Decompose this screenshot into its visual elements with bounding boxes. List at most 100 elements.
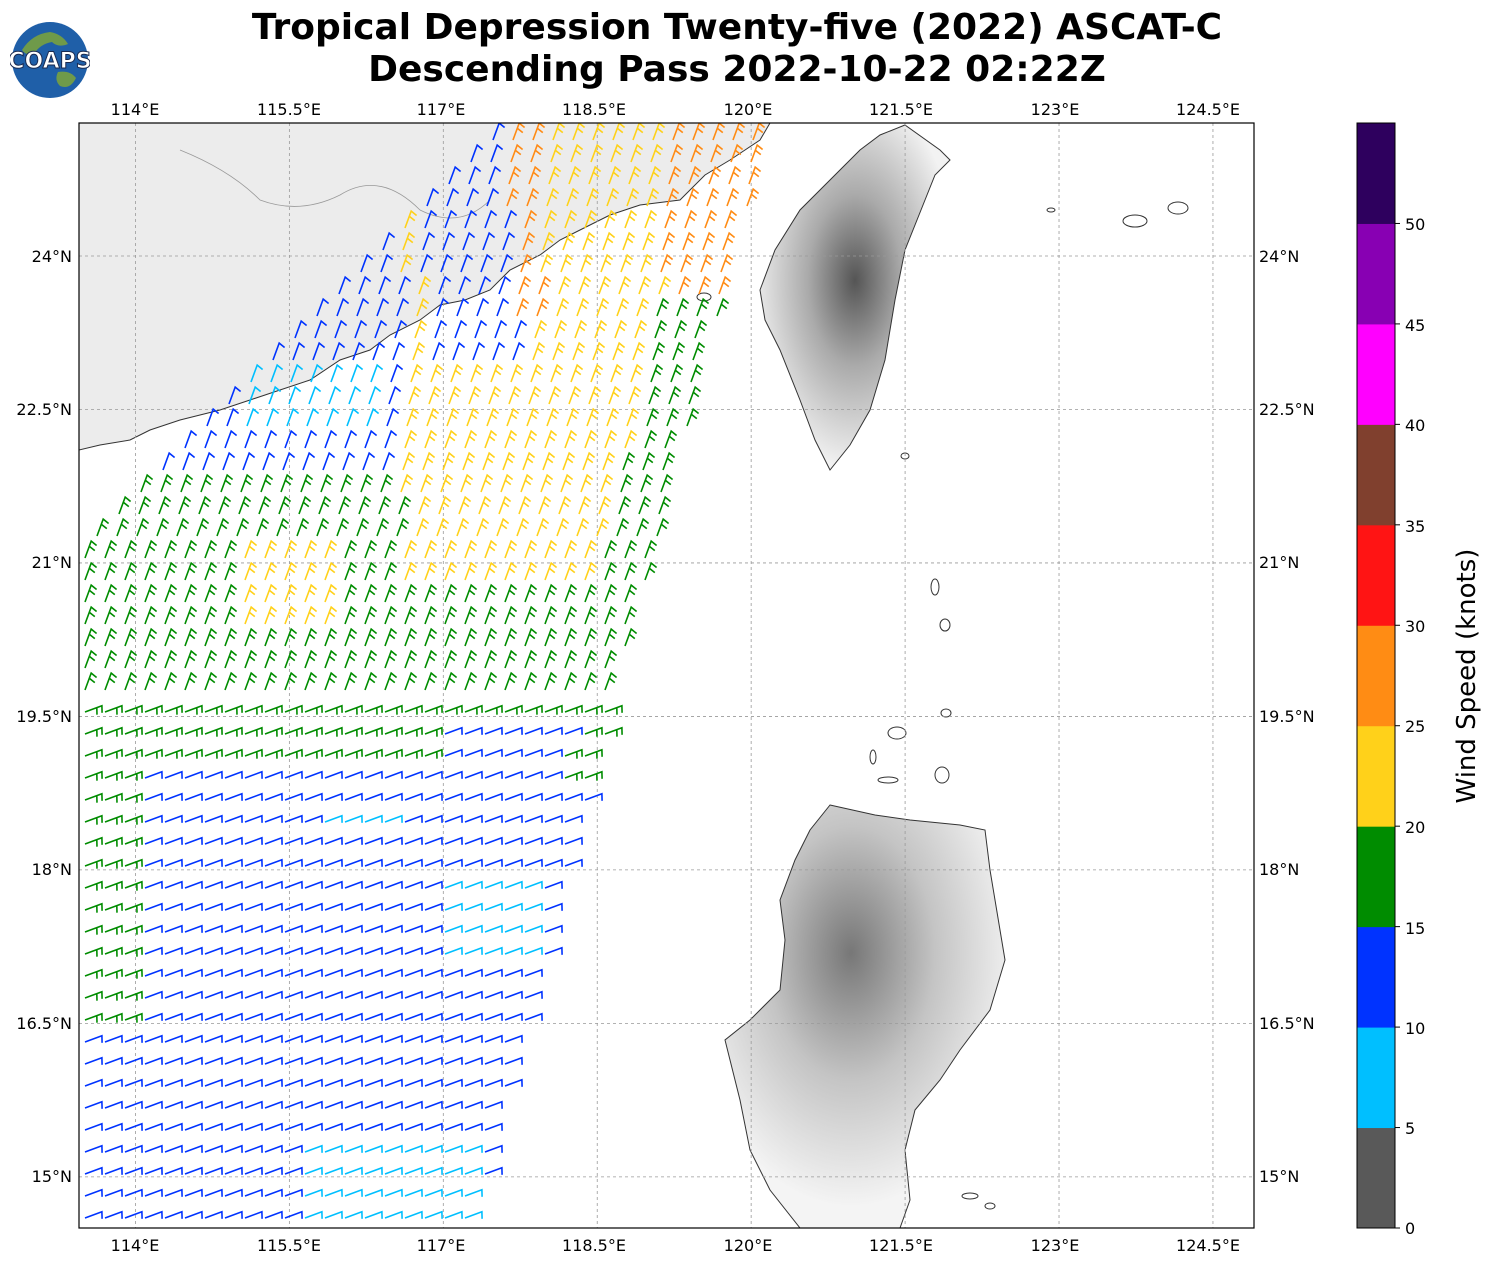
wind-barb xyxy=(584,770,603,781)
wind-barb xyxy=(392,341,406,361)
wind-barb xyxy=(612,341,626,361)
wind-barb xyxy=(264,605,278,625)
wind-barb xyxy=(284,1034,303,1043)
wind-barb xyxy=(404,748,423,759)
wind-barb xyxy=(444,1166,463,1175)
wind-barb xyxy=(474,319,488,339)
wind-barb xyxy=(404,770,423,779)
wind-barb xyxy=(144,1166,163,1175)
wind-barb xyxy=(104,946,123,957)
wind-barb xyxy=(504,990,523,999)
wind-barb xyxy=(658,495,672,515)
wind-barb xyxy=(520,253,534,273)
wind-barb xyxy=(634,319,648,339)
wind-barb xyxy=(244,726,263,737)
wind-barb xyxy=(488,385,502,405)
wind-barb xyxy=(464,1078,483,1087)
lat-label: 15°N xyxy=(1259,1167,1299,1186)
wind-barb xyxy=(750,143,764,163)
wind-barb xyxy=(544,858,563,867)
wind-barb xyxy=(424,671,438,691)
wind-barb xyxy=(550,363,564,383)
wind-barb xyxy=(464,902,483,911)
wind-barb xyxy=(104,814,123,825)
wind-barb xyxy=(124,1188,143,1197)
wind-barb xyxy=(484,583,498,603)
wind-barb xyxy=(464,880,483,889)
wind-barb xyxy=(164,1210,183,1219)
wind-barb xyxy=(324,924,343,933)
wind-barb xyxy=(484,539,498,559)
colorbar-tick-label: 25 xyxy=(1405,717,1425,736)
wind-barb xyxy=(344,770,363,779)
wind-barb xyxy=(124,649,138,669)
wind-barb xyxy=(404,704,423,715)
wind-barb xyxy=(326,407,340,427)
wind-barb xyxy=(424,539,438,559)
wind-barb xyxy=(516,297,530,317)
wind-barb xyxy=(562,451,576,471)
wind-barb xyxy=(504,627,518,647)
wind-barb xyxy=(464,836,483,845)
wind-barb xyxy=(144,770,163,779)
wind-barb xyxy=(414,319,428,339)
wind-barb xyxy=(104,902,123,913)
colorbar-bin xyxy=(1357,625,1395,727)
wind-barb xyxy=(464,726,483,735)
map-title-line1: Tropical Depression Twenty-five (2022) A… xyxy=(251,7,1223,48)
wind-barb xyxy=(176,517,190,537)
wind-barb xyxy=(424,726,443,737)
wind-barb xyxy=(224,627,238,647)
wind-barb xyxy=(380,473,394,493)
wind-barb xyxy=(544,902,563,911)
wind-barb xyxy=(356,517,370,537)
wind-barb xyxy=(590,143,604,163)
wind-barb xyxy=(608,165,622,185)
wind-barb xyxy=(666,407,680,427)
wind-barb xyxy=(204,671,218,691)
wind-barb xyxy=(226,407,240,427)
wind-barb xyxy=(224,748,243,759)
wind-barb xyxy=(224,770,243,779)
wind-barb xyxy=(404,880,423,889)
wind-barb xyxy=(378,275,392,295)
wind-barb xyxy=(258,495,272,515)
wind-barb xyxy=(324,627,338,647)
wind-barb xyxy=(222,451,236,471)
wind-barb xyxy=(292,341,306,361)
wind-barb xyxy=(184,1100,203,1109)
wind-barb xyxy=(564,836,583,845)
wind-barb xyxy=(124,1144,143,1153)
wind-barb xyxy=(324,704,343,715)
wind-barb xyxy=(444,1012,463,1021)
wind-barb xyxy=(524,880,543,889)
wind-barb xyxy=(84,539,98,559)
wind-barb xyxy=(662,231,676,251)
wind-barb xyxy=(204,836,223,845)
wind-barb xyxy=(264,770,283,779)
wind-barb xyxy=(364,671,378,691)
wind-barb xyxy=(244,539,258,559)
wind-barb xyxy=(184,924,203,933)
wind-barb xyxy=(564,627,578,647)
wind-barb xyxy=(632,341,646,361)
wind-barb xyxy=(364,1056,383,1065)
wind-barb xyxy=(204,1188,223,1197)
wind-barb xyxy=(464,671,478,691)
wind-barb xyxy=(344,946,363,955)
wind-barb xyxy=(604,704,623,715)
wind-barb xyxy=(344,748,363,759)
lon-label: 118.5°E xyxy=(562,1236,626,1255)
wind-barb xyxy=(284,836,303,845)
wind-barb xyxy=(184,704,203,715)
wind-barb xyxy=(590,363,604,383)
wind-barb xyxy=(104,671,118,691)
wind-barb xyxy=(424,627,438,647)
wind-barb xyxy=(384,1144,403,1153)
wind-barb xyxy=(540,473,554,493)
colorbar-label: Wind Speed (knots) xyxy=(1452,549,1482,804)
wind-barb xyxy=(484,770,503,779)
wind-barb xyxy=(530,363,544,383)
wind-barb xyxy=(464,209,478,229)
wind-barb xyxy=(676,297,690,317)
